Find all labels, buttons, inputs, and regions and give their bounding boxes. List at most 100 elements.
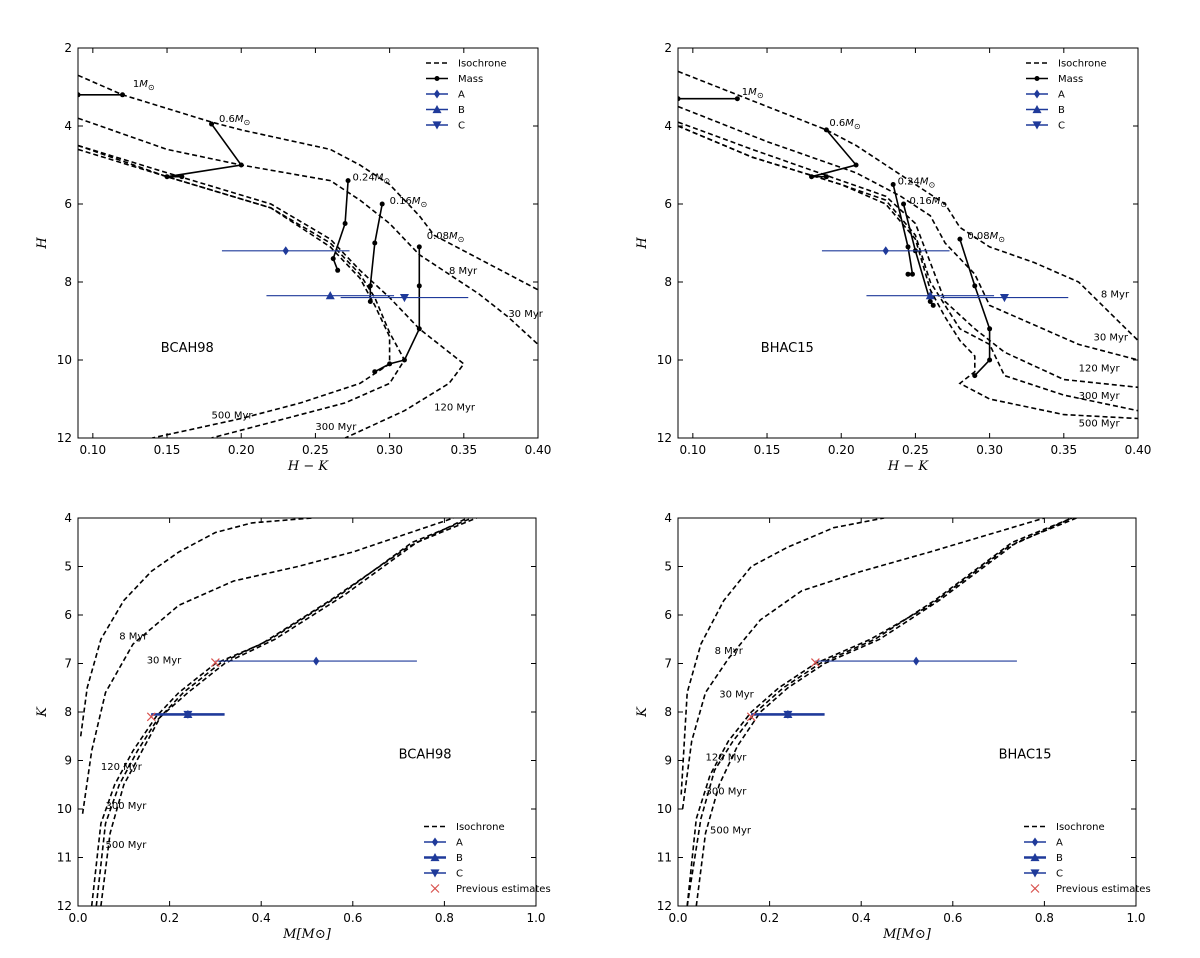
mass-track-label: 0.08M⊙	[967, 231, 1005, 244]
mass-track-point	[930, 302, 936, 308]
mass-track-point	[678, 96, 681, 102]
legend-label: Isochrone	[1058, 59, 1107, 70]
star-marker-C	[183, 710, 193, 719]
mass-track-line	[332, 180, 349, 271]
isochrone-line	[678, 121, 1138, 389]
chart-panel-mk-bcah98: 8 Myr 30 Myr 120 Myr 300 Myr 500 Myr 0.0 0.2 0.…	[35, 511, 551, 942]
model-label: BCAH98	[161, 341, 214, 356]
x-tick-label: 0.20	[828, 443, 855, 457]
x-tick-label: 0.6	[343, 911, 362, 925]
legend-label: A	[1056, 838, 1063, 849]
legend-label: B	[456, 853, 463, 864]
mass-track-point	[853, 162, 859, 168]
star-marker-B	[325, 291, 335, 300]
mass-track-point	[209, 121, 215, 127]
plot-area	[680, 518, 1077, 906]
plot-area	[79, 518, 477, 906]
y-tick-label: 5	[64, 560, 72, 574]
mass-track-point	[387, 361, 393, 367]
mass-track-label: 0.24M⊙	[898, 177, 936, 190]
isochrone-label: 8 Myr	[715, 646, 744, 657]
model-label: BHAC15	[999, 748, 1052, 763]
isochrone-label: 300 Myr	[705, 786, 747, 797]
legend-label: C	[1058, 121, 1065, 132]
mass-track-point	[120, 92, 126, 98]
y-tick-label: 12	[57, 899, 72, 913]
previous-estimate-marker	[210, 658, 220, 667]
x-tick-label: 0.0	[668, 911, 687, 925]
legend-label: B	[1058, 105, 1065, 116]
isochrone-label: 500 Myr	[1079, 418, 1121, 429]
x-tick-label: 1.0	[1126, 911, 1145, 925]
mass-track-label: 0.6M⊙	[829, 118, 860, 131]
legend-marker	[433, 89, 441, 99]
isochrone-line	[695, 518, 1077, 906]
legend-label: Mass	[1058, 74, 1083, 85]
x-tick-label: 0.0	[68, 911, 87, 925]
isochrone-label: 500 Myr	[105, 840, 147, 851]
x-tick-label: 0.4	[852, 911, 871, 925]
y-tick-label: 10	[657, 353, 672, 367]
x-tick-label: 0.30	[976, 443, 1003, 457]
y-tick-label: 12	[657, 431, 672, 445]
mass-track-point	[367, 283, 373, 289]
isochrone-line	[78, 74, 538, 291]
legend: Isochrone Mass ABC	[1026, 59, 1107, 132]
isochrone-label: 500 Myr	[710, 825, 752, 836]
isochrone-line	[681, 518, 1045, 810]
mass-track-label: 0.24M⊙	[353, 173, 391, 186]
isochrone-label: 8 Myr	[449, 266, 478, 277]
mass-track-point	[401, 357, 407, 363]
y-tick-label: 4	[64, 511, 72, 525]
isochrone-label: 8 Myr	[1101, 290, 1130, 301]
isochrone-line	[78, 148, 391, 438]
x-tick-label: 0.30	[376, 443, 403, 457]
mass-track-point	[345, 178, 351, 184]
x-axis-label: H − K	[887, 459, 929, 474]
mass-track-point	[379, 201, 385, 207]
mass-track-point	[238, 162, 244, 168]
legend-marker	[1030, 884, 1040, 893]
chart-panel-hk-bcah98: 8 Myr 30 Myr 120 Myr 300 Myr 500 Myr 1M⊙ 0.6M⊙…	[35, 41, 551, 474]
mass-track-point	[335, 267, 341, 273]
mass-track-point	[957, 236, 963, 242]
y-tick-label: 12	[57, 431, 72, 445]
y-tick-label: 8	[64, 705, 72, 719]
y-tick-label: 2	[64, 41, 72, 55]
isochrone-label: 120 Myr	[705, 753, 747, 764]
star-marker-C	[999, 294, 1009, 303]
legend-label: A	[1058, 90, 1065, 101]
isochrone-line	[81, 518, 454, 814]
star-marker-A	[913, 656, 920, 666]
mass-track-label: 0.16M⊙	[390, 196, 428, 209]
y-tick-label: 2	[664, 41, 672, 55]
y-tick-label: 10	[657, 802, 672, 816]
plot-frame	[677, 47, 1139, 439]
legend-marker	[430, 884, 440, 893]
x-tick-label: 0.25	[902, 443, 929, 457]
legend-label: B	[458, 105, 465, 116]
isochrone-line	[680, 518, 885, 795]
plot-frame	[677, 517, 1137, 907]
previous-estimate-marker	[746, 712, 756, 722]
mass-track-point	[972, 283, 978, 289]
x-tick-label: 0.15	[154, 443, 181, 457]
y-tick-label: 7	[664, 657, 672, 671]
isochrone-label: 30 Myr	[719, 689, 754, 700]
legend-marker	[432, 121, 442, 130]
legend-marker	[434, 76, 440, 81]
mass-track-point	[809, 174, 815, 180]
y-tick-label: 5	[664, 560, 672, 574]
y-tick-label: 9	[64, 754, 72, 768]
x-tick-label: 0.2	[160, 911, 179, 925]
y-tick-label: 12	[657, 899, 672, 913]
mass-track-point	[416, 244, 422, 250]
isochrone-line	[678, 125, 1138, 412]
isochrone-label: 300 Myr	[315, 422, 357, 433]
y-tick-label: 8	[64, 275, 72, 289]
isochrone-label: 300 Myr	[1079, 391, 1121, 402]
mass-track-line	[374, 246, 421, 373]
x-tick-label: 0.20	[228, 443, 255, 457]
mass-track-line	[811, 129, 858, 178]
y-tick-label: 6	[664, 197, 672, 211]
